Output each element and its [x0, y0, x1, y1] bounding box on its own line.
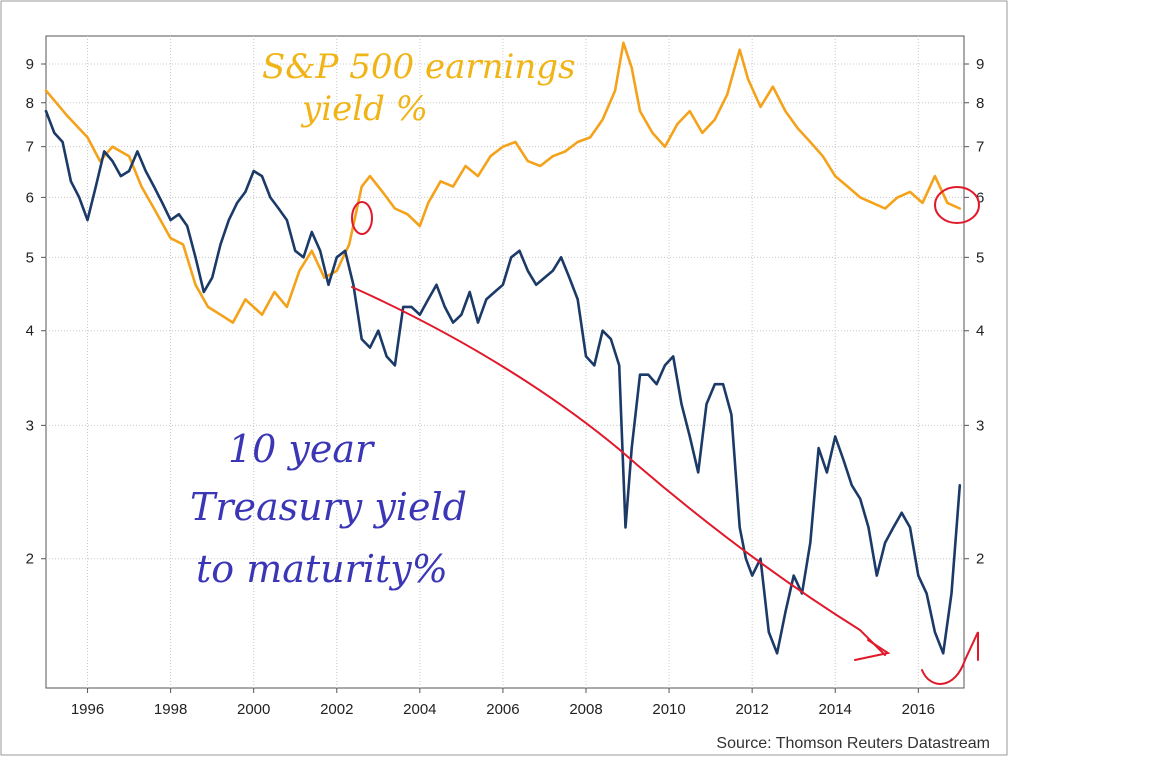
handwritten-annotations [351, 186, 980, 685]
x-tick-label: 2000 [237, 701, 270, 718]
y-tick-label-right: 5 [976, 249, 984, 266]
treasury-yield-label: 10 year Treasury yield to maturity% [190, 427, 467, 591]
y-tick-label-right: 6 [976, 189, 984, 206]
annotation-circle-2017 [934, 186, 980, 224]
earnings-label-line2: yield % [300, 89, 428, 129]
x-tick-label: 2006 [486, 701, 519, 718]
y-axis-left: 2 3 4 5 6 7 8 9 [26, 56, 46, 568]
x-tick-label: 2012 [735, 701, 768, 718]
y-tick-label-left: 9 [26, 56, 34, 73]
treasury-label-line1: 10 year [228, 427, 376, 471]
x-tick-label: 2008 [569, 701, 602, 718]
treasury-label-line2: Treasury yield [190, 485, 467, 529]
x-tick-label: 1996 [71, 701, 104, 718]
earnings-yield-label: S&P 500 earnings yield % [262, 47, 575, 129]
y-tick-label-left: 4 [26, 323, 34, 340]
y-tick-label-right: 3 [976, 417, 984, 434]
y-tick-label-right: 8 [976, 95, 984, 112]
y-tick-label-left: 8 [26, 95, 34, 112]
x-tick-label: 1998 [154, 701, 187, 718]
earnings-label-line1: S&P 500 earnings [262, 47, 575, 87]
y-tick-label-right: 2 [976, 551, 984, 568]
y-tick-label-left: 2 [26, 551, 34, 568]
x-tick-label: 2016 [902, 701, 935, 718]
y-tick-label-right: 4 [976, 323, 984, 340]
x-tick-label: 2014 [819, 701, 852, 718]
annotation-circle-2002 [351, 201, 373, 235]
y-tick-label-right: 7 [976, 139, 984, 156]
grid [46, 36, 964, 688]
chart-svg: 2 3 4 5 6 7 8 9 2 3 4 5 6 7 8 9 1996 1998 2000 2002 2004 20… [0, 0, 1008, 756]
y-tick-label-left: 3 [26, 417, 34, 434]
x-tick-label: 2002 [320, 701, 353, 718]
series-group [44, 41, 962, 655]
y-tick-label-left: 7 [26, 139, 34, 156]
y-tick-label-right: 9 [976, 56, 984, 73]
x-tick-label: 2004 [403, 701, 436, 718]
y-axis-right: 2 3 4 5 6 7 8 9 [964, 56, 984, 568]
y-tick-label-left: 5 [26, 249, 34, 266]
annotation-trend-arrow [351, 286, 886, 656]
y-tick-label-left: 6 [26, 189, 34, 206]
treasury-label-line3: to maturity% [196, 547, 448, 591]
x-axis: 1996 1998 2000 2002 2004 2006 2008 2010 2012 2014… [71, 688, 935, 718]
annotation-rebound-arrow [921, 631, 979, 685]
plot-area [45, 35, 965, 689]
source-note: Source: Thomson Reuters Datastream [716, 735, 990, 752]
series-line-earnings-yield [44, 41, 962, 324]
annotation-arrowhead [854, 639, 891, 661]
x-tick-label: 2010 [652, 701, 685, 718]
series-line-treasury-yield [44, 109, 962, 655]
chart-frame: 2 3 4 5 6 7 8 9 2 3 4 5 6 7 8 9 1996 1998 2000 2002 2004 20… [0, 0, 1008, 756]
